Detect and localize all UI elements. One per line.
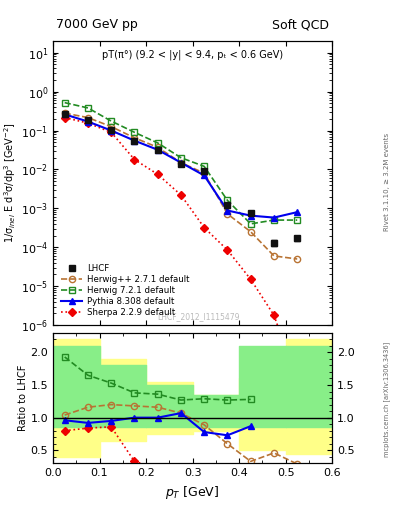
Y-axis label: 1/σ$_{inel}$ E d$^3$σ/dp$^3$ [GeV$^{-2}$]: 1/σ$_{inel}$ E d$^3$σ/dp$^3$ [GeV$^{-2}$… — [2, 122, 18, 244]
Text: Rivet 3.1.10, ≥ 3.2M events: Rivet 3.1.10, ≥ 3.2M events — [384, 133, 390, 231]
X-axis label: $p_T$ [GeV]: $p_T$ [GeV] — [165, 484, 220, 501]
Legend: LHCF, Herwig++ 2.7.1 default, Herwig 7.2.1 default, Pythia 8.308 default, Sherpa: LHCF, Herwig++ 2.7.1 default, Herwig 7.2… — [57, 260, 193, 321]
Text: pT(π°) (9.2 < |y| < 9.4, pₜ < 0.6 GeV): pT(π°) (9.2 < |y| < 9.4, pₜ < 0.6 GeV) — [102, 50, 283, 60]
Text: Soft QCD: Soft QCD — [272, 18, 329, 31]
Y-axis label: Ratio to LHCF: Ratio to LHCF — [18, 365, 28, 431]
Text: LHCF_2012_I1115479: LHCF_2012_I1115479 — [157, 312, 239, 321]
Text: mcplots.cern.ch [arXiv:1306.3436]: mcplots.cern.ch [arXiv:1306.3436] — [384, 342, 391, 457]
Text: 7000 GeV pp: 7000 GeV pp — [56, 18, 138, 31]
